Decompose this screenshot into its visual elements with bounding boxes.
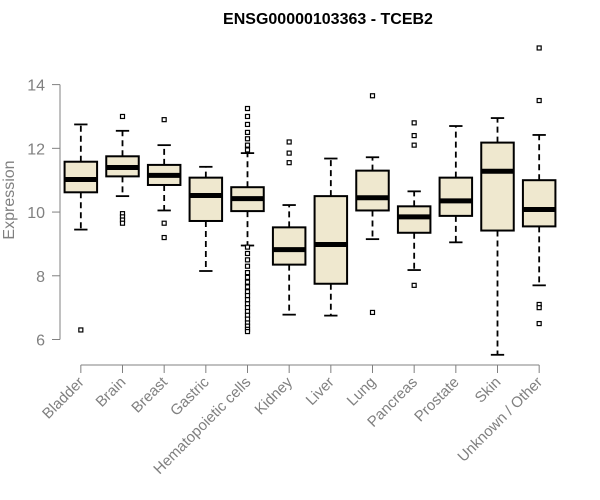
box-group: [63, 123, 99, 333]
y-tick-label: 14: [27, 78, 45, 95]
y-tick-label: 6: [36, 333, 45, 350]
box: [313, 195, 349, 285]
box-group: [313, 157, 349, 317]
outlier-point: [78, 327, 84, 333]
box-group: [480, 117, 515, 356]
x-tick-label: Brain: [93, 374, 130, 411]
outlier-point: [161, 234, 167, 241]
outlier-point: [244, 147, 251, 153]
box-group: [188, 165, 224, 272]
outlier-point: [536, 320, 542, 327]
box-group: [355, 93, 390, 316]
outlier-point: [244, 250, 251, 257]
outlier-point: [244, 284, 251, 290]
outlier-point: [411, 282, 417, 288]
box-group: [230, 105, 265, 335]
outlier-point: [536, 97, 542, 104]
outlier-point: [244, 257, 251, 263]
outlier-point: [369, 309, 376, 316]
x-tick-label: Breast: [128, 373, 171, 416]
outlier-point: [119, 113, 126, 120]
box: [271, 226, 307, 266]
outlier-point: [411, 142, 417, 148]
x-tick-label: Skin: [472, 374, 505, 407]
outlier-point: [244, 244, 251, 250]
box-series: [63, 45, 557, 356]
outlier-point: [369, 93, 376, 99]
x-tick-label: Lung: [344, 374, 380, 410]
outlier-point: [286, 139, 292, 145]
y-tick-label: 12: [27, 141, 45, 158]
outlier-point: [244, 263, 251, 269]
outlier-point: [244, 136, 251, 142]
outlier-point: [244, 279, 251, 285]
outlier-point: [536, 305, 542, 311]
outlier-point: [244, 274, 251, 280]
y-tick-label: 8: [36, 269, 45, 286]
box: [438, 176, 474, 217]
box: [521, 179, 557, 228]
outlier-point: [286, 150, 292, 156]
outlier-point: [286, 160, 292, 166]
y-tick-label: 10: [27, 205, 45, 222]
outlier-point: [244, 269, 251, 276]
outlier-point: [411, 120, 417, 126]
box-group: [438, 125, 474, 244]
outlier-point: [244, 142, 251, 148]
outlier-point: [411, 132, 417, 139]
x-tick-label: Kidney: [252, 373, 297, 418]
x-tick-label: Prostate: [411, 374, 463, 426]
box: [396, 205, 432, 234]
outlier-point: [244, 113, 251, 120]
outlier-point: [244, 297, 251, 303]
box: [355, 169, 390, 212]
box-group: [271, 139, 307, 316]
box-group: [105, 113, 140, 226]
outlier-point: [244, 121, 251, 128]
box-group: [521, 45, 557, 327]
box: [188, 176, 224, 222]
outlier-point: [244, 292, 251, 299]
outlier-point: [161, 117, 167, 123]
chart-title: ENSG00000103363 - TCEB2: [223, 11, 433, 28]
outlier-point: [244, 129, 251, 136]
outlier-point: [119, 220, 126, 226]
x-tick-label: Liver: [303, 374, 338, 409]
box-group: [396, 120, 432, 288]
x-tick-label: Bladder: [39, 374, 88, 423]
y-axis: 6 8 10 12 14: [27, 78, 61, 350]
y-axis-label: Expression: [1, 160, 18, 239]
outlier-point: [161, 220, 167, 226]
box-group: [146, 117, 182, 241]
outlier-point: [536, 45, 542, 51]
outlier-point: [244, 328, 251, 335]
outlier-point: [244, 105, 251, 112]
box: [480, 141, 515, 232]
box: [63, 160, 99, 194]
